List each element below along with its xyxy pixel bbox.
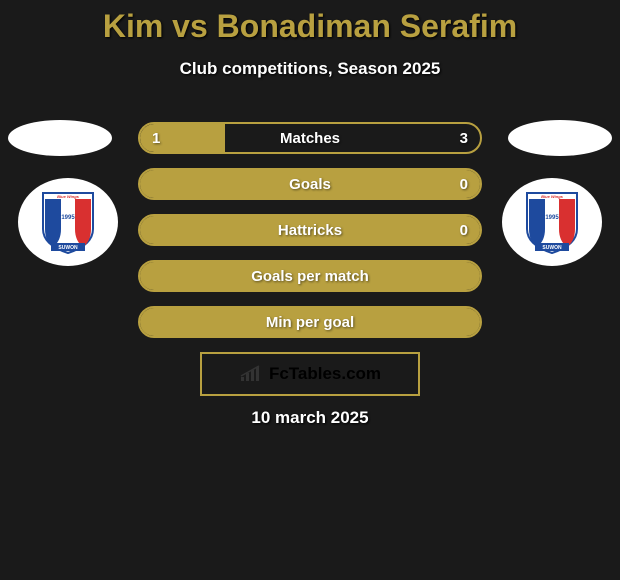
svg-text:SUWON: SUWON [58,245,78,251]
player-avatar-left [8,120,112,156]
stat-label: Min per goal [140,314,480,331]
stat-row-matches: 1 Matches 3 [138,122,482,154]
subtitle: Club competitions, Season 2025 [0,59,620,79]
stat-value-right: 3 [460,130,468,147]
stat-row-hattricks: Hattricks 0 [138,214,482,246]
stat-label: Hattricks [140,222,480,239]
team-badge-left: Blue Wings 1995 SUWON [18,178,118,266]
logo-brand: FcTables.com [269,364,381,384]
svg-text:SUWON: SUWON [542,245,562,251]
svg-text:Blue Wings: Blue Wings [57,194,80,199]
svg-text:1995: 1995 [545,215,559,221]
stat-value-right: 0 [460,222,468,239]
branding-box: FcTables.com [200,352,420,396]
shield-icon: Blue Wings 1995 SUWON [525,189,579,255]
stat-label: Goals [140,176,480,193]
page-title: Kim vs Bonadiman Serafim [0,0,620,45]
stat-row-goals-per-match: Goals per match [138,260,482,292]
svg-text:1995: 1995 [61,215,75,221]
team-badge-right: Blue Wings 1995 SUWON [502,178,602,266]
stat-label: Matches [140,130,480,147]
stats-container: 1 Matches 3 Goals 0 Hattricks 0 Goals pe… [138,122,482,352]
stat-label: Goals per match [140,268,480,285]
stat-row-goals: Goals 0 [138,168,482,200]
date-label: 10 march 2025 [0,408,620,428]
svg-text:Blue Wings: Blue Wings [541,194,564,199]
stat-row-min-per-goal: Min per goal [138,306,482,338]
chart-icon [239,365,263,383]
stat-value-right: 0 [460,176,468,193]
shield-icon: Blue Wings 1995 SUWON [41,189,95,255]
player-avatar-right [508,120,612,156]
